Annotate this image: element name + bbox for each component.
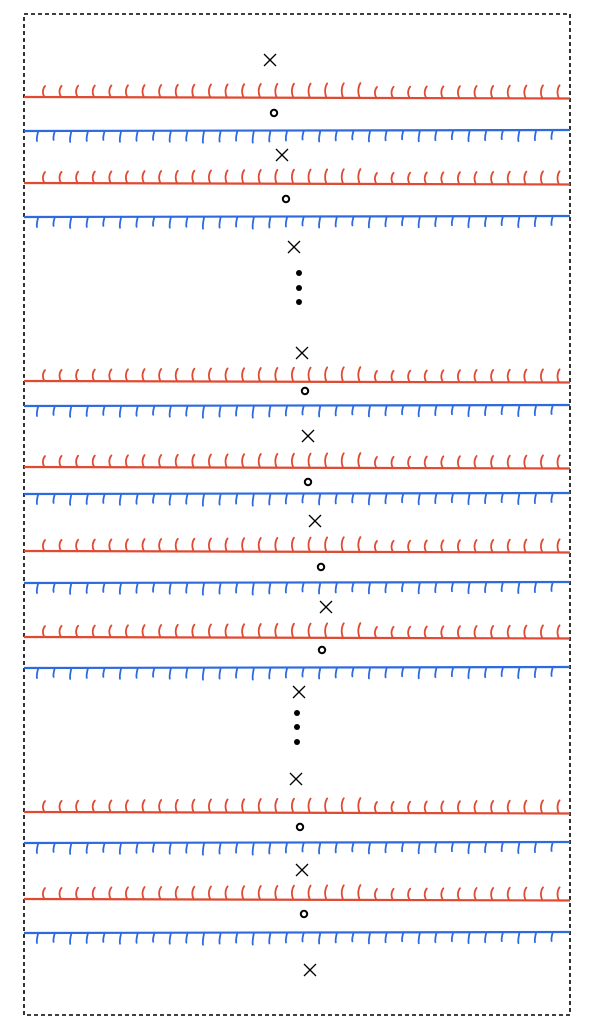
lower-surface-line bbox=[23, 491, 571, 496]
layer-pair-5 bbox=[23, 536, 571, 596]
upper-surface-line bbox=[23, 95, 571, 100]
cross-marker bbox=[308, 514, 322, 528]
upper-surface-hairs bbox=[42, 366, 561, 383]
ellipsis-dot bbox=[294, 724, 300, 730]
lower-surface-line bbox=[23, 403, 571, 408]
circle-marker bbox=[295, 822, 305, 832]
upper-surface-line bbox=[23, 810, 571, 815]
ellipsis-dot bbox=[296, 299, 302, 305]
ellipsis-dot bbox=[296, 285, 302, 291]
cross-marker bbox=[263, 53, 277, 67]
upper-surface-line bbox=[23, 635, 571, 640]
cross-markers bbox=[263, 53, 333, 977]
lower-surface-line bbox=[23, 580, 571, 585]
layer-pair-2 bbox=[23, 168, 571, 230]
cross-marker bbox=[275, 148, 289, 162]
cross-marker bbox=[319, 600, 333, 614]
ellipsis-dot bbox=[294, 739, 300, 745]
circle-marker bbox=[299, 909, 309, 919]
layer-pair-1 bbox=[23, 82, 571, 144]
lower-surface-line bbox=[23, 214, 571, 219]
lower-surface-line bbox=[23, 128, 571, 133]
cross-marker bbox=[287, 240, 301, 254]
circle-marker bbox=[316, 562, 326, 572]
upper-surface-hairs bbox=[42, 536, 561, 553]
cross-marker bbox=[289, 772, 303, 786]
lower-surface-hairs bbox=[35, 405, 554, 419]
upper-surface-hairs bbox=[42, 82, 561, 99]
circle-marker bbox=[269, 108, 279, 118]
upper-surface-hairs bbox=[42, 622, 561, 639]
ellipsis-markers bbox=[294, 270, 302, 745]
lower-surface-hairs bbox=[35, 842, 554, 856]
layer-pair-7 bbox=[23, 797, 571, 856]
circle-marker bbox=[317, 645, 327, 655]
layer-pairs bbox=[23, 82, 571, 946]
lower-surface-hairs bbox=[35, 493, 554, 507]
lower-surface-hairs bbox=[35, 582, 554, 596]
cross-marker bbox=[292, 685, 306, 699]
upper-surface-line bbox=[23, 465, 571, 470]
cross-marker bbox=[303, 963, 317, 977]
lower-surface-line bbox=[23, 840, 571, 845]
layer-pair-3 bbox=[23, 366, 571, 419]
lower-surface-line bbox=[23, 930, 571, 935]
upper-surface-line bbox=[23, 379, 571, 384]
upper-surface-line bbox=[23, 549, 571, 554]
lower-surface-hairs bbox=[35, 932, 554, 946]
upper-surface-line bbox=[23, 181, 571, 186]
circle-marker bbox=[300, 386, 310, 396]
layer-pair-4 bbox=[23, 452, 571, 507]
cross-marker bbox=[295, 346, 309, 360]
lower-surface-hairs bbox=[35, 130, 554, 144]
lower-surface-hairs bbox=[35, 667, 554, 681]
lower-surface-hairs bbox=[35, 216, 554, 230]
circle-marker bbox=[303, 477, 313, 487]
upper-surface-hairs bbox=[42, 884, 561, 901]
upper-surface-hairs bbox=[42, 452, 561, 469]
layer-pair-8 bbox=[23, 884, 571, 946]
ellipsis-dot bbox=[294, 710, 300, 716]
upper-surface-line bbox=[23, 897, 571, 902]
circle-marker bbox=[281, 194, 291, 204]
cross-marker bbox=[301, 429, 315, 443]
diagram-frame bbox=[23, 13, 571, 1016]
layer-pair-6 bbox=[23, 622, 571, 681]
circle-markers bbox=[269, 108, 327, 919]
lower-surface-line bbox=[23, 665, 571, 670]
ellipsis-dot bbox=[296, 270, 302, 276]
cross-marker bbox=[295, 863, 309, 877]
upper-surface-hairs bbox=[42, 168, 561, 185]
upper-surface-hairs bbox=[42, 797, 561, 814]
